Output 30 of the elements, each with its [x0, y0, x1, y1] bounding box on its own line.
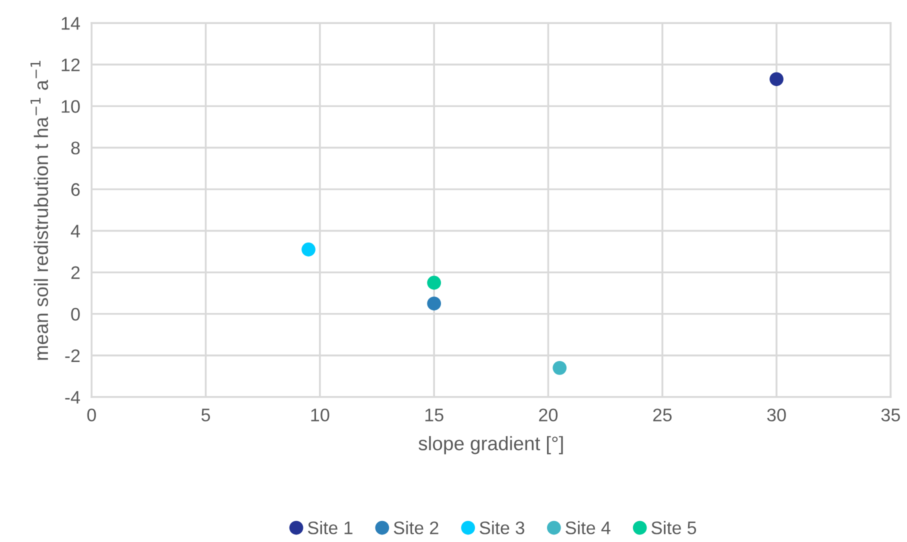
y-tick-label: 12	[62, 58, 80, 72]
y-tick-label: 8	[71, 142, 80, 154]
y-tick-label: 4	[70, 224, 80, 238]
point	[552, 360, 567, 375]
x-axis-title: slope gradient [°]	[418, 436, 563, 454]
y-tick-label: 0	[71, 308, 80, 321]
x-tick-label: 20	[539, 408, 558, 422]
legend-label: Site 5	[651, 521, 696, 534]
legend-label: Site 2	[394, 521, 438, 534]
x-tick-label: 10	[311, 408, 330, 422]
legend-label: Site 1	[308, 521, 352, 534]
y-axis-title: mean soil redistrubution t ha$^{−1}$ a$^{−1}$	[30, 60, 48, 360]
point	[302, 242, 316, 256]
x-tick-label: 15	[425, 408, 444, 422]
x-tick-label: 30	[767, 408, 786, 422]
y-tick-label: 10	[62, 100, 80, 113]
x-tick-label: 35	[881, 408, 900, 422]
y-tick-label: -4	[65, 391, 80, 404]
point	[427, 276, 442, 290]
y-tick-label: -2	[65, 349, 80, 362]
point	[770, 72, 784, 86]
x-tick-label: 25	[653, 408, 672, 422]
legend-label: Site 3	[480, 521, 524, 534]
y-tick-label: 14	[62, 17, 80, 30]
y-tick-label: 2	[71, 266, 80, 279]
point	[427, 296, 442, 310]
y-tick-label: 6	[71, 183, 80, 196]
x-tick-label: 0	[87, 408, 96, 422]
legend-label: Site 4	[566, 521, 610, 534]
x-tick-label: 5	[201, 408, 210, 422]
